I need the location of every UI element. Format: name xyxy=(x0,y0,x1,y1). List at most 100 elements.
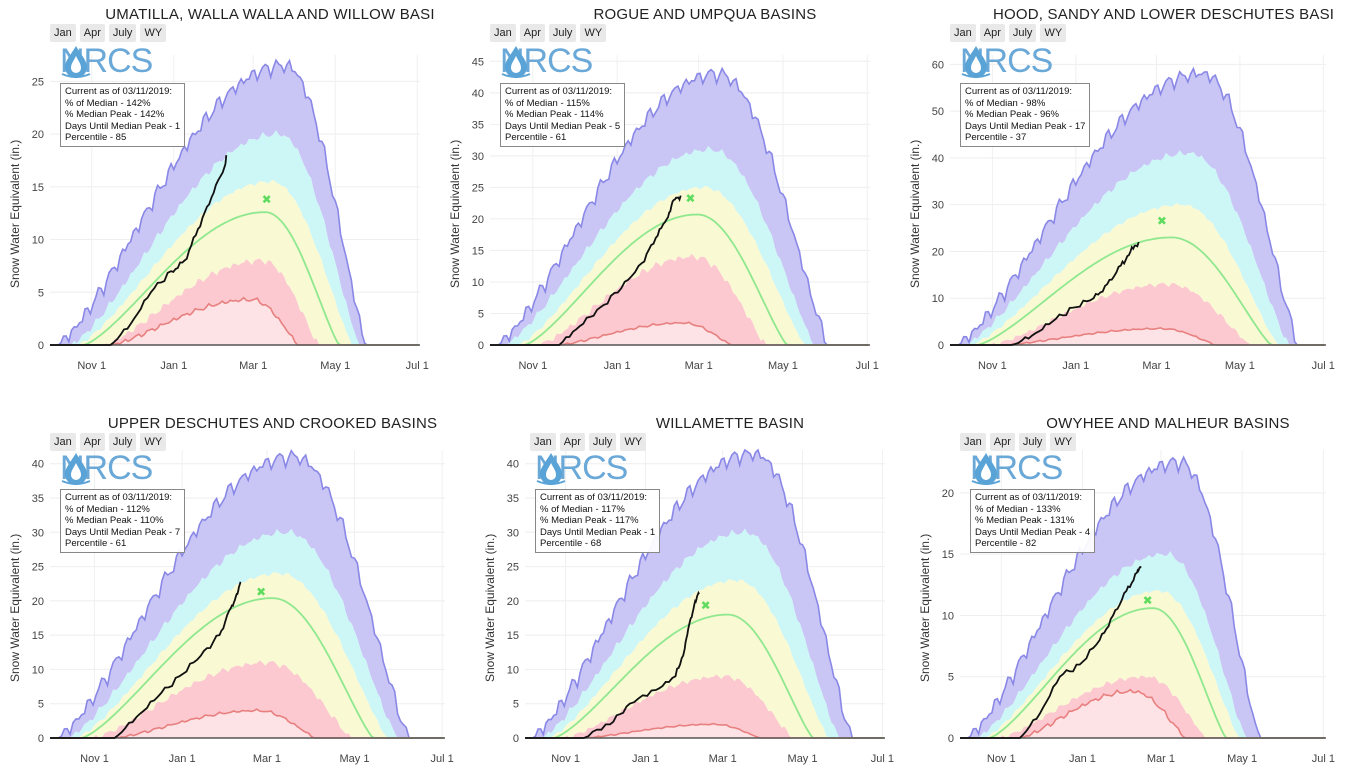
current-status-box: Current as of 03/11/2019:% of Median - 1… xyxy=(970,489,1096,553)
range-button-wy[interactable]: WY xyxy=(1050,433,1077,451)
range-button-jan[interactable]: Jan xyxy=(50,433,76,451)
upper-band xyxy=(50,130,419,345)
status-line: % Median Peak - 117% xyxy=(540,515,639,526)
y-tick-label: 30 xyxy=(507,527,519,539)
median-peak-marker[interactable]: ✖ xyxy=(1157,214,1167,228)
x-tick-label: Mar 1 xyxy=(253,753,281,765)
x-tick-label: Jan 1 xyxy=(1062,360,1089,372)
median-peak-marker[interactable]: ✖ xyxy=(701,599,711,613)
range-button-jan[interactable]: Jan xyxy=(50,24,76,42)
mid-lower-band xyxy=(525,614,884,738)
median-peak-marker[interactable]: ✖ xyxy=(1143,594,1153,608)
nrcs-logo: NRCS xyxy=(60,44,153,78)
range-button-jan[interactable]: Jan xyxy=(950,24,976,42)
range-button-apr[interactable]: Apr xyxy=(79,24,105,42)
status-line: % Median Peak - 96% xyxy=(965,109,1059,120)
current-status-box: Current as of 03/11/2019:% of Median - 1… xyxy=(500,83,626,147)
y-axis-label: Snow Water Equivalent (in.) xyxy=(8,139,22,288)
min-band xyxy=(950,327,1325,345)
current-year-line xyxy=(50,155,228,346)
y-tick-label: 45 xyxy=(472,56,484,68)
x-tick-label: Jan 1 xyxy=(604,360,631,372)
current-year-line xyxy=(960,565,1142,739)
y-tick-label: 30 xyxy=(932,200,944,212)
mid-upper-band xyxy=(50,179,419,345)
y-tick-label: 5 xyxy=(38,287,44,299)
x-tick-label: Jan 1 xyxy=(160,360,187,372)
chart-svg: ✖ 0 5 10 15 20 25 30 35 40 Nov 1 Jan 1 Mar 1 May 1 Jul… xyxy=(507,448,894,765)
lower-band xyxy=(960,675,1325,738)
y-tick-label: 40 xyxy=(32,459,44,471)
max-band xyxy=(50,450,444,738)
range-button-wy[interactable]: WY xyxy=(620,433,647,451)
x-tick-label: Nov 1 xyxy=(77,360,106,372)
status-line: % of Median - 115% xyxy=(505,97,590,109)
water-drop-icon xyxy=(61,453,91,485)
y-tick-label: 25 xyxy=(32,562,44,574)
max-line xyxy=(950,66,1325,346)
nrcs-logo: NRCS xyxy=(60,451,153,485)
range-button-apr[interactable]: Apr xyxy=(519,24,545,42)
status-line: Percentile - 61 xyxy=(505,132,567,143)
range-selector: Jan Apr July WY xyxy=(50,24,167,42)
median-peak-marker[interactable]: ✖ xyxy=(256,585,266,599)
mid-upper-band xyxy=(490,185,869,345)
status-line: Percentile - 68 xyxy=(540,538,602,549)
range-button-wy[interactable]: WY xyxy=(580,24,607,42)
range-button-jan[interactable]: Jan xyxy=(530,433,556,451)
range-button-apr[interactable]: Apr xyxy=(989,433,1015,451)
current-year-line xyxy=(525,590,700,739)
lower-band xyxy=(50,660,444,738)
x-tick-label: May 1 xyxy=(340,753,370,765)
range-button-apr[interactable]: Apr xyxy=(79,433,105,451)
y-tick-label: 20 xyxy=(472,214,484,226)
range-button-july[interactable]: July xyxy=(548,24,577,42)
nrcs-logo: NRCS xyxy=(970,451,1063,485)
status-line: Current as of 03/11/2019: xyxy=(975,492,1083,503)
snowpack-chart-panel: ✖ 0 5 10 15 20 Nov 1 Jan 1 Mar 1 May 1 Jul 1 Snow W… xyxy=(910,395,1346,783)
upper-band xyxy=(960,551,1325,738)
current-status-box: Current as of 03/11/2019:% of Median - 1… xyxy=(535,489,661,553)
current-status-box: Current as of 03/11/2019:% of Median - 1… xyxy=(60,489,186,553)
chart-svg: ✖ 0 5 10 15 20 Nov 1 Jan 1 Mar 1 May 1 Jul 1 xyxy=(942,450,1335,765)
range-button-wy[interactable]: WY xyxy=(1040,24,1067,42)
range-button-apr[interactable]: Apr xyxy=(979,24,1005,42)
x-tick-label: May 1 xyxy=(1225,360,1255,372)
y-axis-label: Snow Water Equivalent (in.) xyxy=(8,533,22,682)
range-button-july[interactable]: July xyxy=(108,433,137,451)
chart-title: WILLAMETTE BASIN xyxy=(655,415,805,432)
range-button-july[interactable]: July xyxy=(588,433,617,451)
snowpack-chart-panel: ✖ 0 5 10 15 20 25 Nov 1 Jan 1 Mar 1 May 1 Jul 1 Snow… xyxy=(0,0,440,390)
x-tick-label: Nov 1 xyxy=(987,753,1016,765)
status-line: % of Median - 112% xyxy=(65,503,150,515)
y-tick-label: 10 xyxy=(932,293,944,305)
range-button-wy[interactable]: WY xyxy=(140,433,167,451)
range-selector: Jan Apr July WY xyxy=(530,433,647,451)
median-peak-marker[interactable]: ✖ xyxy=(685,192,695,206)
x-tick-label: May 1 xyxy=(1227,753,1257,765)
min-band xyxy=(50,709,444,738)
y-tick-label: 40 xyxy=(507,459,519,471)
status-line: Days Until Median Peak - 4 xyxy=(975,526,1091,538)
range-button-july[interactable]: July xyxy=(1008,24,1037,42)
status-line: Current as of 03/11/2019: xyxy=(965,86,1073,97)
status-line: Days Until Median Peak - 7 xyxy=(65,526,181,538)
status-line: Percentile - 37 xyxy=(965,132,1027,143)
range-button-jan[interactable]: Jan xyxy=(490,24,516,42)
range-button-jan[interactable]: Jan xyxy=(960,433,986,451)
mid-lower-band xyxy=(50,598,444,738)
status-line: Days Until Median Peak - 17 xyxy=(965,120,1086,132)
range-button-july[interactable]: July xyxy=(1018,433,1047,451)
range-button-apr[interactable]: Apr xyxy=(559,433,585,451)
range-button-wy[interactable]: WY xyxy=(140,24,167,42)
range-button-july[interactable]: July xyxy=(108,24,137,42)
median-peak-marker[interactable]: ✖ xyxy=(262,192,272,206)
y-tick-label: 0 xyxy=(38,733,44,745)
nrcs-logo: NRCS xyxy=(500,44,593,78)
y-tick-label: 15 xyxy=(942,549,954,561)
x-tick-label: Nov 1 xyxy=(551,753,580,765)
x-tick-label: Nov 1 xyxy=(978,360,1007,372)
x-tick-label: Jul 1 xyxy=(431,753,454,765)
chart-title: UMATILLA, WALLA WALLA AND WILLOW BASI xyxy=(105,6,435,23)
chart-svg: ✖ 0 5 10 15 20 25 30 35 40 45 Nov 1 Jan 1 Mar 1 May 1 J… xyxy=(472,55,879,372)
